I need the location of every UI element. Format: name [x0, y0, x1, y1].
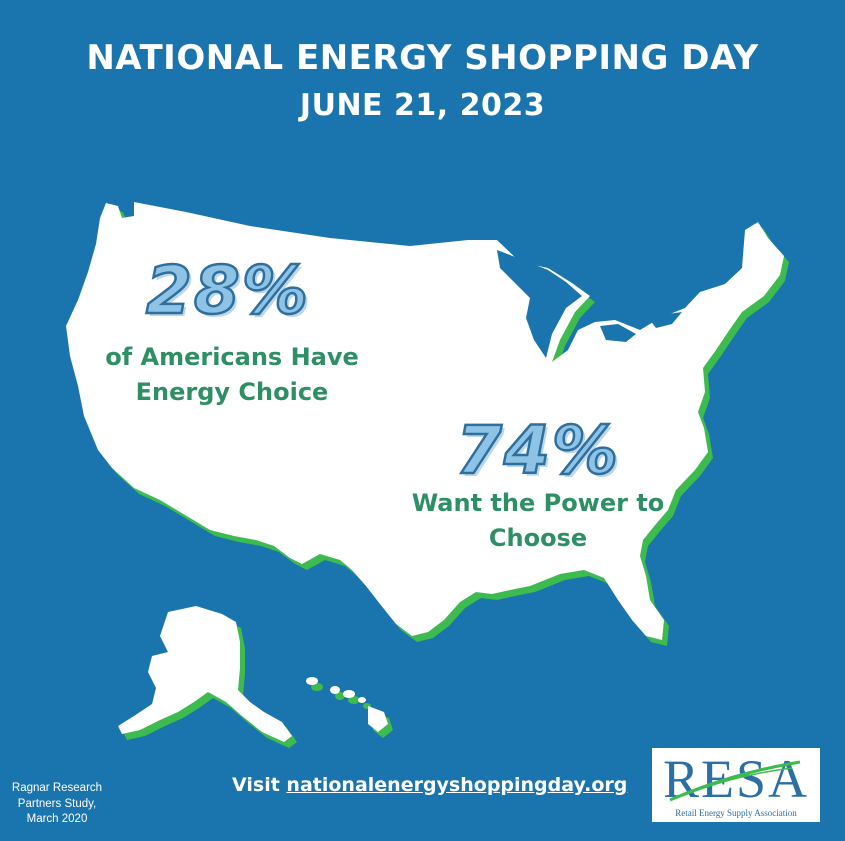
- stat-caption-power: Want the Power to Choose: [402, 486, 674, 556]
- resa-logo: RESA Retail Energy Supply Association: [652, 748, 820, 822]
- source-line: March 2020: [26, 813, 88, 826]
- source-line: Partners Study,: [17, 797, 97, 810]
- stat-caption-power-line1: Want the Power to: [411, 489, 665, 517]
- stat-caption-choice: of Americans Have Energy Choice: [96, 340, 368, 410]
- logo-swoosh-icon: [669, 760, 801, 802]
- stat-caption-choice-line2: Energy Choice: [135, 377, 329, 406]
- source-line: Ragnar Research: [11, 782, 103, 794]
- visit-label: Visit: [232, 774, 280, 796]
- website-link[interactable]: nationalenergyshoppingday.org: [286, 774, 628, 796]
- logo-tagline: Retail Energy Supply Association: [675, 808, 797, 818]
- map-white-states: [66, 202, 784, 742]
- event-date: JUNE 21, 2023: [299, 88, 546, 123]
- stat-value-power: 74%: [455, 411, 620, 491]
- visit-callout: Visit nationalenergyshoppingday.org: [232, 774, 627, 796]
- source-citation: Ragnar Research Partners Study, March 20…: [6, 781, 108, 828]
- stat-caption-choice-line1: of Americans Have: [105, 343, 359, 371]
- page-title: NATIONAL ENERGY SHOPPING DAY: [86, 38, 759, 78]
- stat-caption-power-line2: Choose: [488, 523, 588, 552]
- stat-value-choice: 28%: [145, 251, 310, 331]
- great-lakes: [497, 250, 682, 358]
